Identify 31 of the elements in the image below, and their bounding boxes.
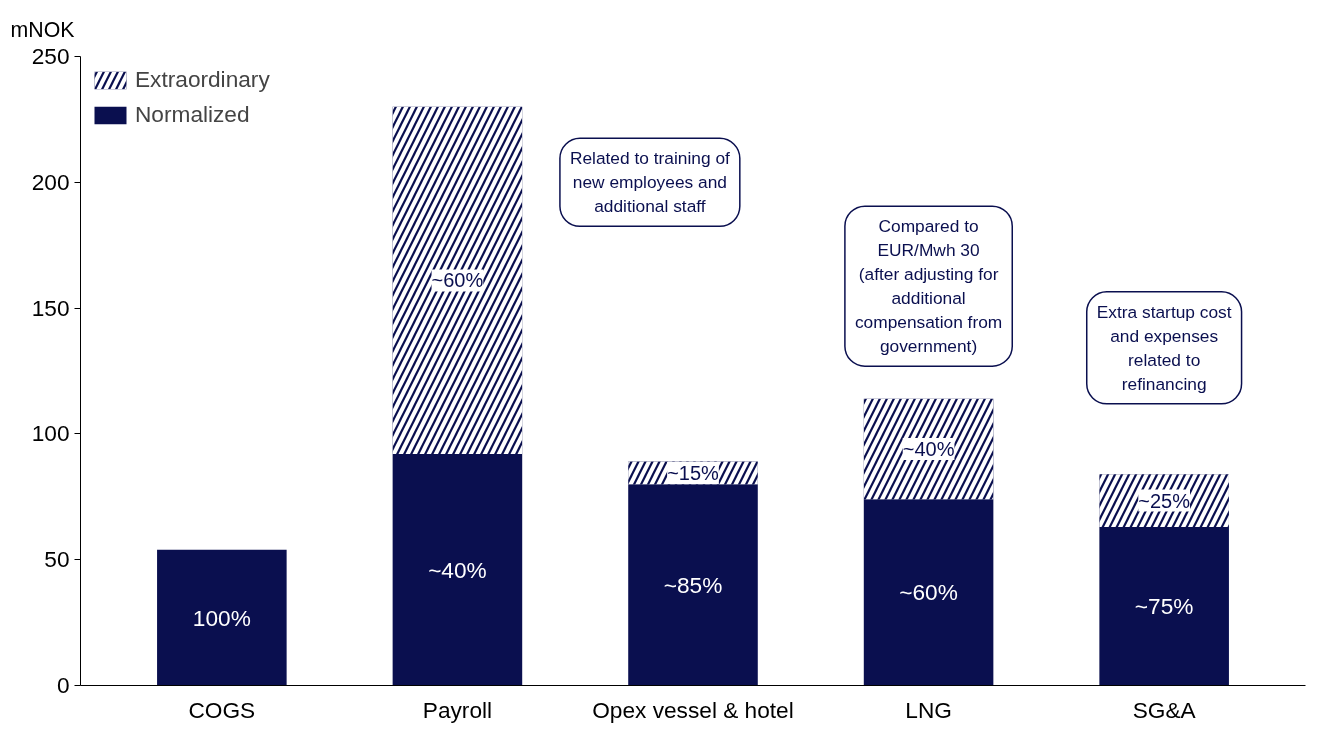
annotation: ~40% bbox=[902, 438, 955, 460]
y-tick-label: 100 bbox=[31, 420, 70, 447]
bar bbox=[392, 454, 523, 686]
x-tick-label: Payroll bbox=[422, 696, 493, 723]
x-tick-label: COGS bbox=[188, 696, 256, 723]
bar bbox=[863, 499, 994, 686]
annotation: ~25% bbox=[1138, 489, 1191, 512]
x-tick-label: Opex vessel & hotel bbox=[592, 696, 794, 723]
annotation: Compared to EUR/Mwh 30 (after adjusting for additional compensation from government) bbox=[854, 216, 1003, 357]
y-tick-label: 50 bbox=[44, 546, 70, 573]
annotation: ~40% bbox=[428, 556, 487, 583]
bar bbox=[1099, 526, 1229, 686]
annotation: ~75% bbox=[1134, 593, 1194, 620]
y-tick-label: 200 bbox=[31, 168, 70, 195]
annotation: Related to training of new employees and additional staff bbox=[569, 148, 731, 217]
x-tick-label: LNG bbox=[905, 696, 952, 723]
annotation: ~15% bbox=[667, 461, 720, 484]
annotation: Extra startup cost and expenses related to refinancing bbox=[1096, 301, 1232, 394]
y-tick-label: 250 bbox=[31, 43, 70, 69]
legend-label: Normalized bbox=[135, 101, 250, 128]
y-tick-label: 0 bbox=[56, 672, 70, 698]
annotation: ~60% bbox=[431, 269, 484, 292]
annotation: ~85% bbox=[663, 571, 723, 598]
x-tick-label: SG&A bbox=[1132, 696, 1197, 723]
legend-label: Extraordinary bbox=[135, 66, 270, 93]
annotation: ~60% bbox=[899, 579, 958, 606]
bar bbox=[628, 484, 758, 686]
y-axis-title: mNOK bbox=[10, 17, 75, 42]
bar bbox=[157, 549, 287, 686]
y-tick-label: 150 bbox=[31, 294, 70, 321]
annotation: 100% bbox=[192, 604, 251, 631]
